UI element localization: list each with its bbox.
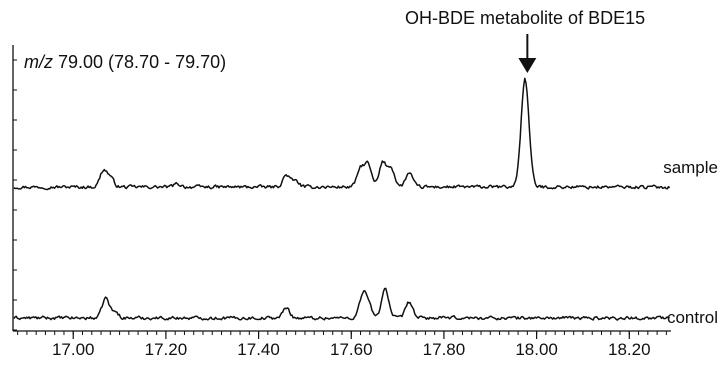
trace-layer (13, 77, 671, 321)
series-label-sample: sample (663, 158, 718, 177)
x-tick-label: 18.00 (515, 340, 558, 359)
series-line-sample (13, 77, 671, 191)
x-tick-label: 18.20 (608, 340, 651, 359)
annotation-arrow-head (518, 58, 537, 73)
mz-range-label: m/z 79.00 (78.70 - 79.70) (24, 52, 226, 73)
x-tick-label: 17.40 (237, 340, 280, 359)
series-line-control (13, 287, 670, 321)
x-tick-label: 17.60 (329, 340, 373, 359)
x-tick-label: 17.80 (422, 340, 466, 359)
peak-annotation: OH-BDE metabolite of BDE15 (405, 8, 646, 28)
mz-prefix: m/z (24, 52, 53, 72)
annotation-layer (518, 34, 537, 73)
axis-layer (12, 45, 671, 339)
mz-range-value: 79.00 (78.70 - 79.70) (53, 52, 227, 72)
series-label-control: control (666, 308, 718, 327)
x-tick-label: 17.00 (51, 340, 95, 359)
x-tick-label: 17.20 (144, 340, 188, 359)
